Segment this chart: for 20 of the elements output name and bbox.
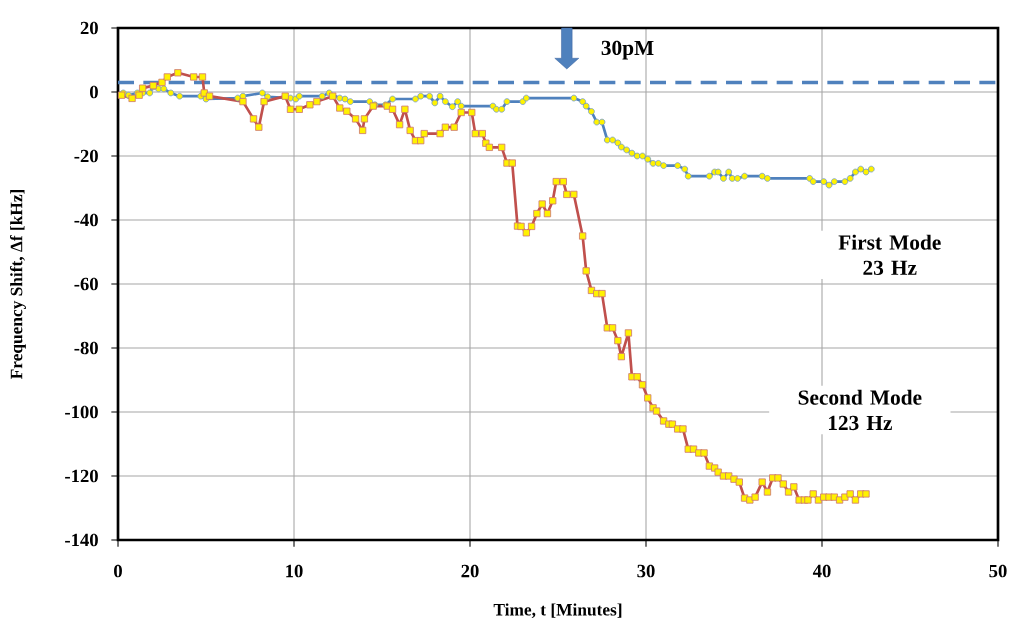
annotation: 30pM bbox=[601, 40, 654, 60]
x-tick-label: 0 bbox=[114, 564, 122, 578]
x-tick-label: 30 bbox=[637, 564, 655, 578]
y-tick-label: 20 bbox=[80, 21, 98, 35]
y-tick-label: -120 bbox=[65, 469, 98, 483]
text: First Mode 23 Hz bbox=[838, 234, 941, 275]
x-tick-label: 40 bbox=[812, 564, 831, 578]
text: Second Mode 123 Hz bbox=[798, 389, 922, 431]
y-tick-label: -40 bbox=[74, 213, 98, 227]
y-tick-label: -60 bbox=[74, 277, 98, 291]
y-tick-label: -140 bbox=[65, 533, 98, 547]
y-tick-label: -80 bbox=[74, 341, 98, 355]
y-tick-label: -100 bbox=[65, 405, 98, 419]
x-tick-label: 20 bbox=[461, 564, 479, 578]
y-tick-label: -20 bbox=[74, 149, 98, 163]
x-tick-label: 50 bbox=[989, 564, 1007, 578]
y-axis-title: Frequency Shift, Δf [kHz] bbox=[9, 189, 26, 380]
y-tick-label: 0 bbox=[90, 85, 98, 99]
x-tick-label: 10 bbox=[286, 564, 303, 578]
x-axis-title: Time, t [Minutes] bbox=[493, 603, 622, 619]
